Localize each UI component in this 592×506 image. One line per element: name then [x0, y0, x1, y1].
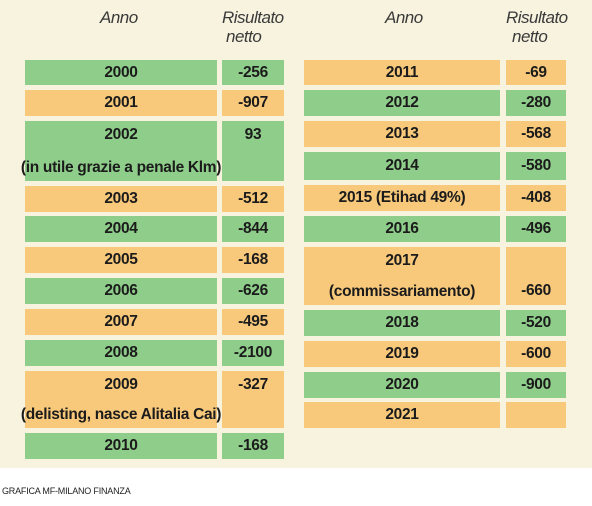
- header-left-year: Anno: [100, 8, 138, 27]
- result-value: -2100: [233, 344, 273, 361]
- result-value: -408: [521, 189, 551, 206]
- year-label: 2005: [104, 251, 138, 268]
- right-result-cell: -408: [506, 185, 566, 211]
- year-label: 2021: [385, 406, 419, 423]
- right-result-cell: -496: [506, 216, 566, 242]
- left-result-cell: -495: [222, 309, 284, 335]
- result-value: -660: [521, 282, 551, 299]
- results-table-panel: Anno Risultato netto Anno Risultato nett…: [0, 0, 592, 468]
- year-note: (delisting, nasce Alitalia Cai): [20, 406, 222, 423]
- year-label: 2020: [385, 376, 419, 393]
- year-label: 2016: [385, 220, 419, 237]
- left-year-cell: 2001: [25, 90, 217, 116]
- left-result-cell: -168: [222, 433, 284, 459]
- result-value: -496: [521, 220, 551, 237]
- left-result-cell: 93: [222, 121, 284, 181]
- year-label: 2007: [104, 313, 138, 330]
- right-year-cell: 2014: [304, 152, 500, 180]
- left-year-cell: 2007: [25, 309, 217, 335]
- left-result-cell: -907: [222, 90, 284, 116]
- result-value: -495: [238, 313, 268, 330]
- year-label: 2010: [104, 437, 138, 454]
- result-value: -600: [521, 345, 551, 362]
- year-note: (commissariamento): [328, 283, 476, 300]
- left-year-cell: 2010: [25, 433, 217, 459]
- right-result-cell: -568: [506, 121, 566, 147]
- result-value: -168: [238, 437, 268, 454]
- year-label: 2004: [104, 220, 138, 237]
- result-value: -900: [521, 376, 551, 393]
- year-label: 2013: [385, 125, 419, 142]
- year-label: 2012: [385, 94, 419, 111]
- result-value: -626: [238, 282, 268, 299]
- right-result-cell: -600: [506, 341, 566, 367]
- year-label: 2011: [385, 63, 419, 81]
- right-result-cell: -660: [506, 247, 566, 305]
- result-value: -280: [521, 94, 551, 111]
- right-year-cell: 2017 (commissariamento): [304, 247, 500, 305]
- left-result-cell: -2100: [222, 340, 284, 366]
- left-year-cell: 2002 (in utile grazie a penale Klm): [21, 121, 221, 181]
- header-right-result-line2: netto: [512, 27, 548, 46]
- left-year-cell: 2005: [25, 247, 217, 273]
- result-value: -568: [521, 125, 551, 142]
- left-year-cell: 2004: [25, 216, 217, 242]
- right-year-cell: 2020: [304, 372, 500, 398]
- right-result-cell: -900: [506, 372, 566, 398]
- right-result-cell: -280: [506, 90, 566, 116]
- right-year-cell: 2012: [304, 90, 500, 116]
- year-label: 2001: [104, 94, 138, 111]
- left-year-cell: 2003: [25, 186, 217, 212]
- right-year-cell: 2018: [304, 310, 500, 336]
- header-right-result-line1: Risultato: [506, 8, 568, 27]
- result-value: -907: [238, 94, 268, 111]
- left-result-cell: -256: [222, 60, 284, 85]
- left-result-cell: -512: [222, 186, 284, 212]
- right-year-cell: 2011: [304, 60, 500, 85]
- result-value: -580: [521, 157, 551, 174]
- year-label: 2003: [104, 190, 138, 207]
- year-label: 2018: [385, 314, 419, 331]
- right-year-cell: 2013: [304, 121, 500, 147]
- left-year-cell: 2008: [25, 340, 217, 366]
- result-value: -69: [525, 63, 547, 81]
- right-result-cell: -69: [506, 60, 566, 85]
- right-year-cell: 2015 (Etihad 49%): [304, 185, 500, 211]
- right-year-cell: 2016: [304, 216, 500, 242]
- result-value: 93: [244, 126, 262, 143]
- result-value: -512: [238, 190, 268, 207]
- result-value: -520: [521, 314, 551, 331]
- right-result-cell: -580: [506, 152, 566, 180]
- year-label: 2015 (Etihad 49%): [338, 189, 466, 206]
- source-credit: GRAFICA MF-MILANO FINANZA: [2, 486, 131, 496]
- header-left-result-line2: netto: [226, 27, 262, 46]
- result-value: -844: [238, 220, 268, 237]
- right-year-cell: 2021: [304, 402, 500, 428]
- year-label: 2009: [104, 376, 138, 393]
- right-year-cell: 2019: [304, 341, 500, 367]
- left-result-cell: -168: [222, 247, 284, 273]
- year-label: 2014: [385, 157, 419, 174]
- header-right-year: Anno: [385, 8, 423, 27]
- left-result-cell: -327: [222, 371, 284, 428]
- result-value: -168: [238, 251, 268, 268]
- left-year-cell: 2000: [25, 60, 217, 85]
- year-label: 2006: [104, 282, 138, 299]
- year-label: 2002: [104, 126, 138, 143]
- right-result-cell: -520: [506, 310, 566, 336]
- year-label: 2017: [385, 252, 419, 269]
- left-year-cell: 2009 (delisting, nasce Alitalia Cai): [21, 371, 221, 428]
- left-year-cell: 2006: [25, 278, 217, 304]
- result-value: -327: [238, 376, 268, 393]
- result-value: -256: [238, 63, 268, 81]
- left-result-cell: -626: [222, 278, 284, 304]
- year-label: 2000: [104, 63, 138, 81]
- left-result-cell: -844: [222, 216, 284, 242]
- year-note: (in utile grazie a penale Klm): [20, 159, 222, 176]
- year-label: 2019: [385, 345, 419, 362]
- year-label: 2008: [104, 344, 138, 361]
- header-left-result-line1: Risultato: [222, 8, 284, 27]
- right-result-cell: [506, 402, 566, 428]
